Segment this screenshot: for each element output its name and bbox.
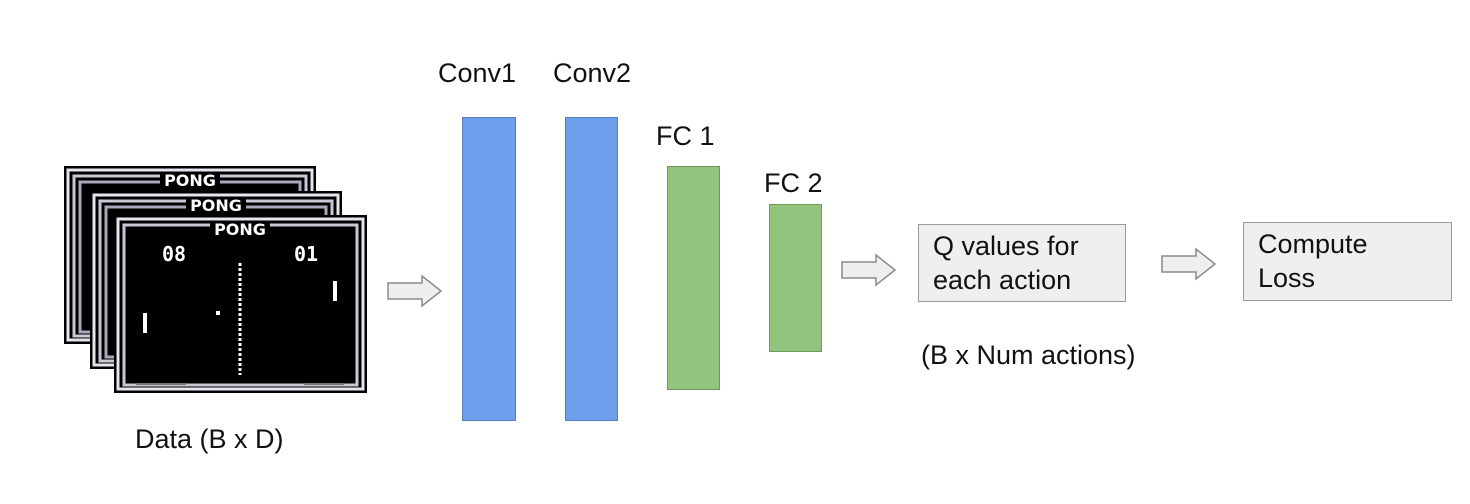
pong-title-middle: PONG bbox=[190, 196, 242, 215]
arrow-right-icon bbox=[840, 253, 898, 287]
arrow-right-icon bbox=[386, 274, 444, 308]
fc2-label: FC 2 bbox=[764, 168, 823, 198]
pong-score-right: 01 bbox=[294, 242, 318, 266]
pong-title-front: PONG bbox=[214, 220, 266, 239]
conv1-layer bbox=[462, 117, 516, 421]
input-caption: Data (B x D) bbox=[135, 424, 284, 454]
fc1-layer bbox=[667, 166, 720, 390]
q-values-shape: (B x Num actions) bbox=[921, 340, 1136, 370]
conv2-layer bbox=[565, 117, 618, 421]
q-values-box: Q values for each action bbox=[918, 224, 1126, 302]
compute-loss-box: Compute Loss bbox=[1243, 222, 1452, 301]
arrow-right-icon bbox=[1160, 247, 1218, 281]
pong-paddle-right bbox=[333, 281, 337, 301]
pong-paddle-left bbox=[143, 313, 147, 333]
fc1-label: FC 1 bbox=[656, 121, 715, 151]
pong-ball bbox=[216, 311, 220, 315]
pong-title-back: PONG bbox=[164, 171, 216, 190]
pong-score-left: 08 bbox=[162, 242, 186, 266]
conv2-label: Conv2 bbox=[553, 58, 632, 88]
fc2-layer bbox=[769, 204, 822, 352]
pong-frame-front: PONG 08 01 bbox=[114, 215, 367, 393]
conv1-label: Conv1 bbox=[438, 58, 517, 88]
